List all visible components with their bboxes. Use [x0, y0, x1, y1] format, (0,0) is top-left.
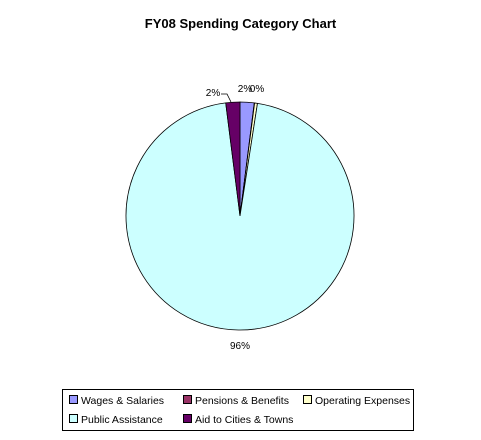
pie-chart: 2%0%96%2%: [125, 84, 355, 352]
legend-label: Wages & Salaries: [81, 395, 165, 407]
legend-swatch: [183, 395, 192, 404]
legend-swatch: [303, 395, 312, 404]
pie-slice-aid-to-cities-towns: [225, 101, 241, 217]
legend-label: Public Assistance: [81, 414, 163, 426]
legend: Wages & Salaries Pensions & Benefits Opera…: [62, 389, 414, 431]
pie-slice-public-assistance: [125, 102, 355, 331]
chart-title: FY08 Spending Category Chart: [144, 16, 337, 31]
data-label-operating-expenses: 0%: [250, 84, 265, 95]
data-label-public-assistance: 96%: [230, 341, 250, 352]
legend-item: Pensions & Benefits: [183, 395, 289, 407]
legend-label: Aid to Cities & Towns: [195, 414, 294, 426]
legend-label: Operating Expenses: [315, 395, 411, 407]
legend-swatch: [69, 414, 78, 423]
legend-label: Pensions & Benefits: [195, 395, 289, 407]
data-label-aid-to-cities-towns: 2%: [206, 88, 221, 99]
legend-item: Operating Expenses: [303, 395, 410, 407]
legend-item: Aid to Cities & Towns: [183, 414, 293, 426]
legend-item: Public Assistance: [69, 414, 163, 426]
legend-swatch: [183, 414, 192, 423]
legend-swatch: [69, 395, 78, 404]
legend-item: Wages & Salaries: [69, 395, 164, 407]
data-label-wages-salaries: 2%: [238, 84, 253, 95]
label-leader-line: [221, 93, 232, 103]
